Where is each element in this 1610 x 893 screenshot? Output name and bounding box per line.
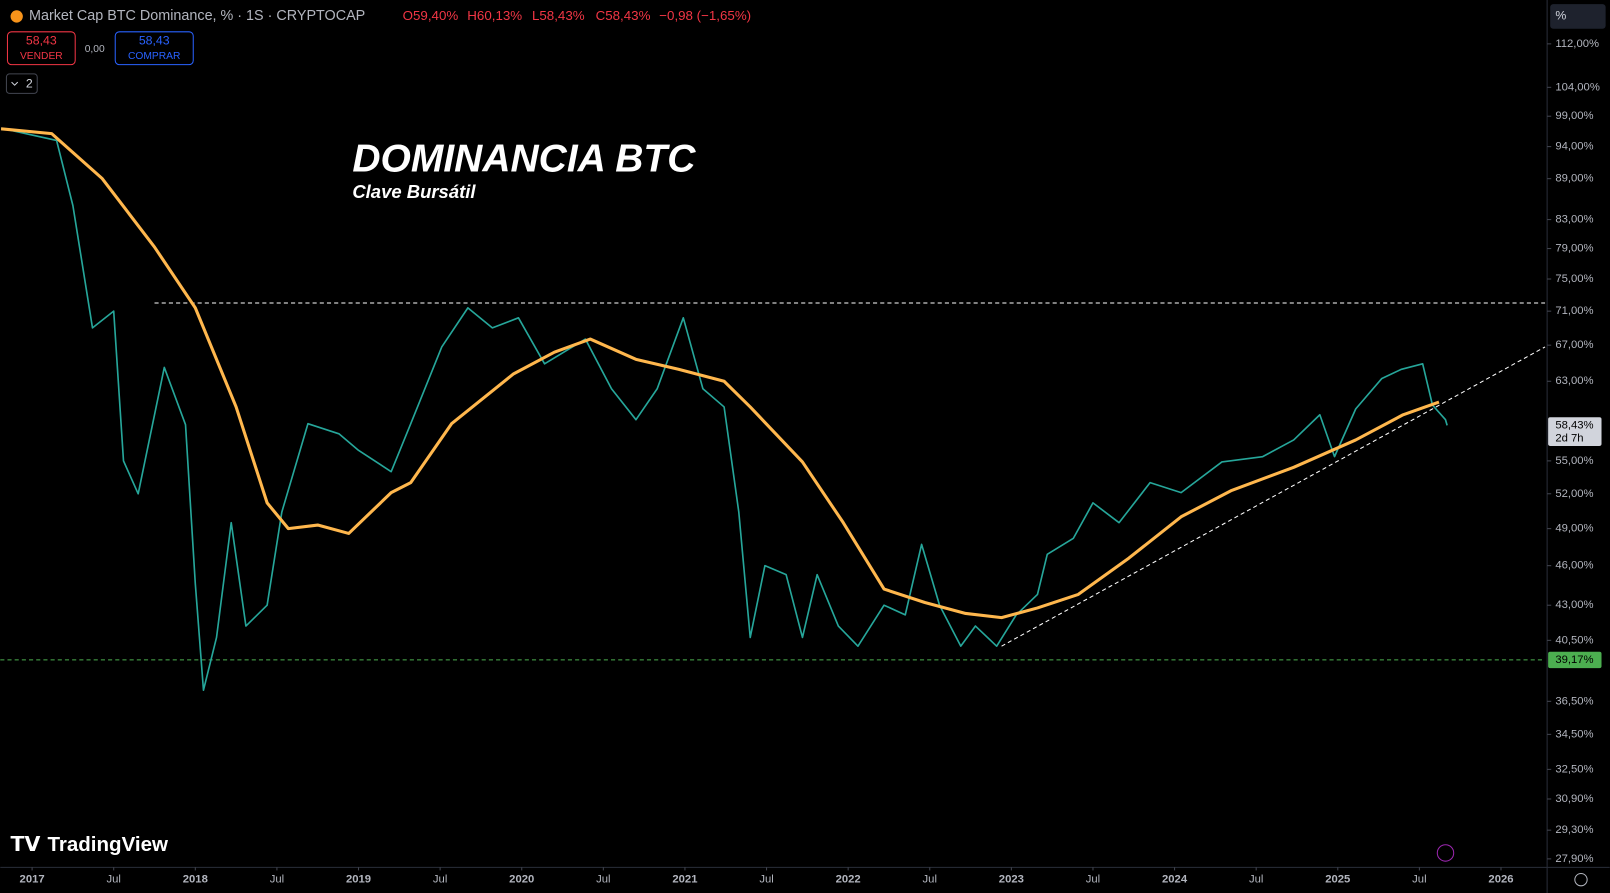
y-tick-label: 112,00% [1555, 38, 1599, 50]
y-tick-label: 104,00% [1555, 81, 1600, 93]
x-tick-label: 2017 [20, 874, 45, 886]
x-tick-label: Jul [1249, 874, 1263, 886]
x-tick-label: Jul [759, 874, 773, 886]
chevron [11, 81, 19, 86]
x-tick-label: Jul [106, 874, 120, 886]
change: −0,98 (−1,65%) [659, 8, 751, 23]
buy-price: 58,43 [139, 33, 170, 47]
x-tick-label: Jul [433, 874, 447, 886]
x-tick-label: 2026 [1488, 874, 1513, 886]
axis-unit: % [1555, 9, 1566, 23]
y-tick-label: 29,30% [1555, 824, 1593, 836]
price-countdown: 2d 7h [1555, 433, 1583, 445]
settings-icon[interactable] [1574, 872, 1588, 887]
x-tick-label: Jul [1412, 874, 1426, 886]
chart-subtitle: Clave Bursátil [352, 181, 476, 202]
price-label: 39,17% [1555, 654, 1593, 666]
sell-button[interactable] [6, 31, 76, 66]
x-tick-label: 2023 [999, 874, 1024, 886]
indicators-toggle[interactable] [5, 73, 38, 94]
x-tick-label: 2022 [836, 874, 861, 886]
y-tick-label: 99,00% [1555, 110, 1593, 122]
sell-label: VENDER [20, 51, 63, 62]
y-tick-label: 49,00% [1555, 523, 1593, 535]
price-line [0, 127, 1448, 691]
y-tick-label: 94,00% [1555, 141, 1593, 153]
y-tick-label: 79,00% [1555, 243, 1593, 255]
y-tick-label: 52,00% [1555, 488, 1593, 500]
moving-average [0, 127, 1440, 620]
x-tick-label: Jul [923, 874, 937, 886]
x-tick-label: 2025 [1325, 874, 1350, 886]
spread: 0,00 [85, 44, 105, 55]
x-tick-label: 2021 [672, 874, 697, 886]
y-tick-label: 67,00% [1555, 339, 1593, 351]
x-tick-label: 2019 [346, 874, 371, 886]
brand-logo: 𝗧𝗩 [11, 833, 42, 856]
indicators-count: 2 [26, 76, 33, 90]
x-tick-label: 2018 [183, 874, 208, 886]
buy-label: COMPRAR [128, 51, 180, 62]
x-tick-label: Jul [270, 874, 284, 886]
x-tick-label: 2020 [509, 874, 534, 886]
y-tick-label: 34,50% [1555, 728, 1593, 740]
y-tick-label: 46,00% [1555, 560, 1593, 572]
y-tick-label: 75,00% [1555, 273, 1593, 285]
sell-price: 58,43 [26, 33, 57, 47]
buy-button[interactable] [114, 31, 194, 66]
y-tick-label: 83,00% [1555, 214, 1593, 226]
ohlc-high: H60,13% [467, 8, 522, 23]
y-tick-label: 36,50% [1555, 695, 1593, 707]
y-tick-label: 63,00% [1555, 375, 1593, 387]
y-tick-label: 71,00% [1555, 305, 1593, 317]
y-tick-label: 43,00% [1555, 599, 1593, 611]
x-tick-label: 2024 [1162, 874, 1188, 886]
btc-icon [10, 10, 23, 23]
x-tick-label: Jul [1086, 874, 1100, 886]
alert-icon[interactable] [1436, 844, 1455, 862]
chart-title: DOMINANCIA BTC [352, 137, 696, 180]
y-tick-label: 89,00% [1555, 173, 1593, 185]
y-tick-label: 40,50% [1555, 634, 1593, 646]
brand: TradingView [47, 833, 168, 856]
price-label: 58,43% [1555, 419, 1593, 431]
price-label-box [1548, 651, 1602, 669]
y-tick-label: 27,90% [1555, 853, 1593, 865]
x-tick-label: Jul [596, 874, 610, 886]
ohlc-low: L58,43% [532, 8, 585, 23]
ohlc-open: O59,40% [403, 8, 459, 23]
y-tick-label: 30,90% [1555, 793, 1593, 805]
trendline [1001, 346, 1546, 647]
y-tick-label: 55,00% [1555, 455, 1593, 467]
symbol: Market Cap BTC Dominance, % · 1S · CRYPT… [29, 8, 365, 24]
unit-box[interactable] [1550, 4, 1606, 29]
y-tick-label: 32,50% [1555, 763, 1593, 775]
price-label-box [1548, 417, 1602, 446]
ohlc-close: C58,43% [596, 8, 651, 23]
